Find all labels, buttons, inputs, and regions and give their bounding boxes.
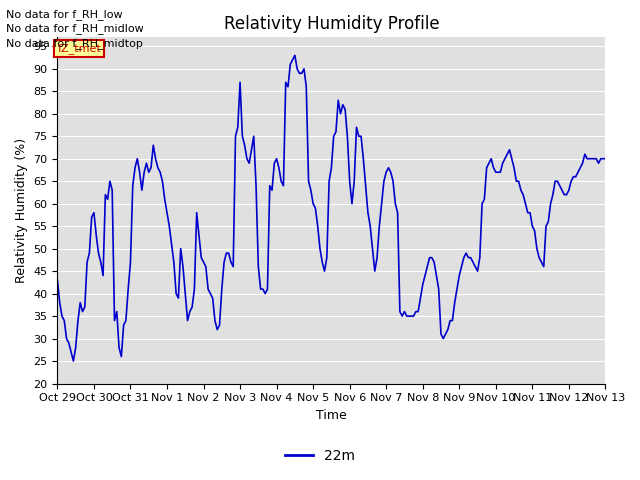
X-axis label: Time: Time bbox=[316, 409, 347, 422]
Title: Relativity Humidity Profile: Relativity Humidity Profile bbox=[223, 15, 439, 33]
Text: No data for f_RH_midtop: No data for f_RH_midtop bbox=[6, 37, 143, 48]
Text: No data for f_RH_midlow: No data for f_RH_midlow bbox=[6, 23, 144, 34]
Text: fZ_tmet: fZ_tmet bbox=[58, 43, 101, 54]
Text: No data for f_RH_low: No data for f_RH_low bbox=[6, 9, 123, 20]
Y-axis label: Relativity Humidity (%): Relativity Humidity (%) bbox=[15, 138, 28, 283]
Legend: 22m: 22m bbox=[280, 443, 360, 468]
